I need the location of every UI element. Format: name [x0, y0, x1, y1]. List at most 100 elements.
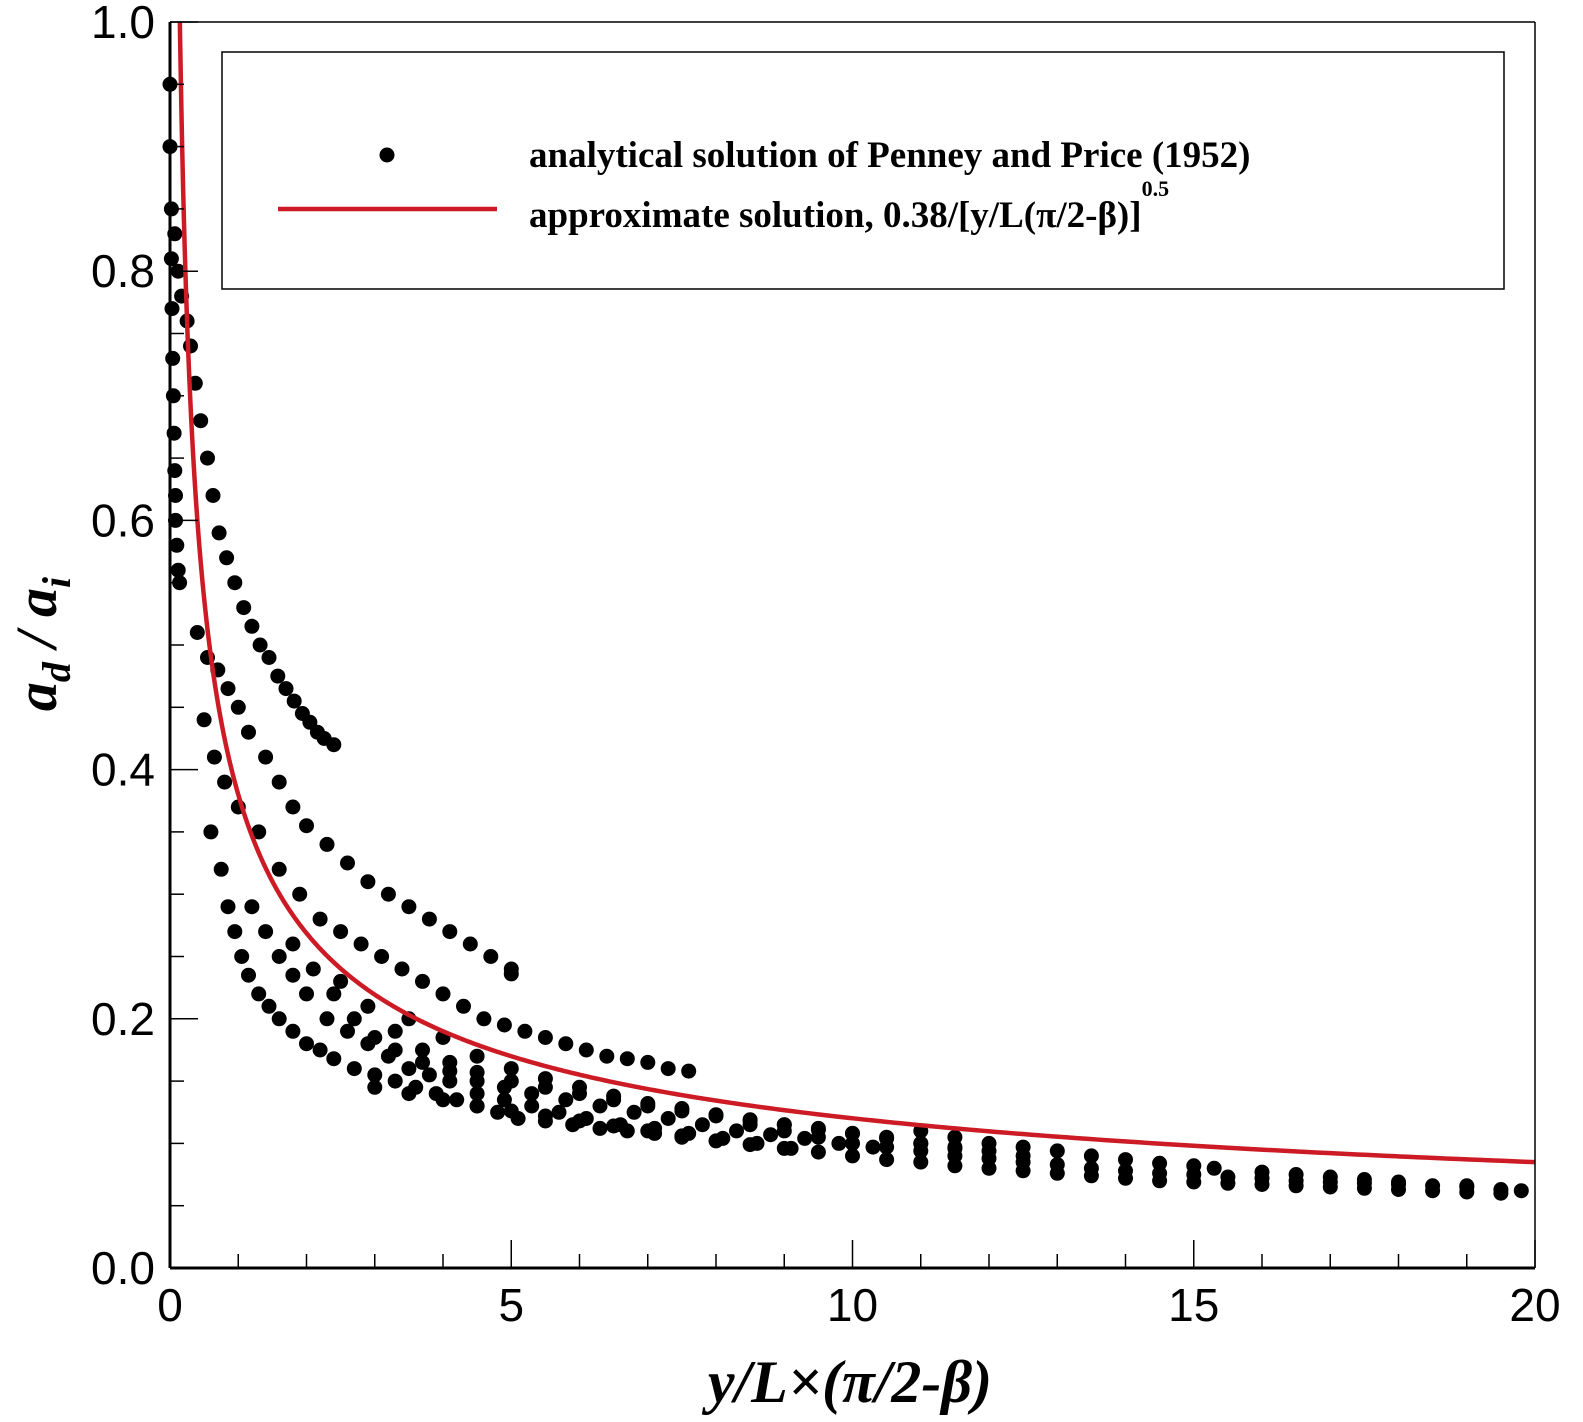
data-point — [708, 1107, 724, 1123]
data-point — [640, 1123, 656, 1139]
data-point — [251, 824, 267, 840]
data-point — [200, 450, 215, 466]
data-point — [606, 1118, 622, 1134]
legend: analytical solution of Penney and Price … — [221, 51, 1505, 290]
data-point — [421, 911, 437, 927]
data-point — [1459, 1178, 1475, 1194]
data-point — [496, 1092, 512, 1108]
data-point — [1049, 1157, 1065, 1173]
y-axis-title-sub2: i — [34, 577, 79, 588]
data-point — [640, 1054, 656, 1070]
data-point — [599, 1048, 615, 1064]
data-point — [367, 1067, 383, 1083]
data-point — [626, 1104, 642, 1120]
data-point — [278, 681, 294, 697]
data-point — [572, 1113, 587, 1129]
x-tick-label: 5 — [498, 1279, 524, 1331]
data-point — [592, 1098, 608, 1114]
y-axis-title-a1: a — [4, 682, 69, 711]
data-point — [299, 986, 314, 1002]
data-point — [401, 1086, 417, 1102]
data-point — [189, 625, 205, 640]
data-point — [333, 924, 349, 940]
data-point — [674, 1101, 690, 1116]
data-point — [449, 1092, 465, 1108]
data-point — [367, 1079, 383, 1095]
data-point — [227, 924, 243, 940]
data-point — [205, 488, 221, 503]
data-point — [353, 936, 369, 952]
data-point — [421, 1067, 437, 1083]
x-axis-title: y/L×(π/2-β) — [702, 1349, 992, 1415]
data-point — [271, 949, 287, 964]
data-point — [312, 911, 328, 927]
data-point — [810, 1144, 826, 1160]
data-point — [674, 1128, 690, 1144]
data-point — [168, 488, 183, 503]
data-point — [640, 1096, 656, 1111]
data-point — [220, 681, 236, 697]
data-point — [1118, 1163, 1133, 1179]
x-tick-label: 20 — [1509, 1279, 1560, 1331]
data-point — [285, 1023, 301, 1039]
data-point — [606, 1088, 622, 1104]
data-point — [333, 973, 349, 989]
data-point — [326, 737, 342, 753]
data-point — [271, 861, 287, 877]
data-point — [305, 961, 321, 977]
data-point — [947, 1148, 963, 1164]
data-point — [285, 936, 301, 952]
data-point — [490, 1104, 506, 1120]
data-point — [252, 637, 268, 653]
y-tick-label: 0.0 — [91, 1242, 155, 1294]
y-axis-title-slash: / — [4, 617, 69, 662]
data-point — [469, 1098, 485, 1114]
data-point — [319, 1011, 335, 1027]
data-point — [831, 1135, 847, 1151]
data-point — [865, 1139, 881, 1155]
data-point — [271, 1011, 287, 1027]
approximate-curve-line — [177, 22, 1535, 1165]
data-point — [742, 1117, 758, 1133]
approximate-curve — [177, 22, 1535, 1165]
data-point — [810, 1129, 826, 1145]
data-point — [517, 1023, 533, 1039]
data-point — [258, 749, 274, 765]
data-point — [234, 949, 250, 964]
data-point — [1186, 1158, 1202, 1174]
data-point — [401, 1061, 417, 1077]
data-point — [1288, 1167, 1304, 1182]
data-point — [285, 799, 301, 815]
data-points — [162, 76, 1529, 1201]
data-point — [360, 874, 376, 890]
data-point — [1083, 1148, 1099, 1164]
data-point — [913, 1154, 929, 1170]
data-point — [524, 1098, 540, 1114]
data-point — [261, 998, 277, 1014]
data-point — [169, 537, 185, 553]
data-point — [1083, 1160, 1099, 1176]
data-point — [415, 1054, 430, 1070]
data-point — [340, 855, 355, 871]
data-point — [367, 1030, 383, 1045]
data-point — [1493, 1182, 1509, 1197]
data-point — [203, 824, 219, 840]
data-point — [592, 1120, 608, 1136]
data-point — [394, 961, 410, 977]
data-point — [346, 1011, 362, 1027]
data-point — [462, 936, 478, 952]
y-tick-label: 0.4 — [91, 744, 155, 796]
data-point — [1322, 1169, 1338, 1185]
data-point — [681, 1063, 697, 1079]
data-point — [776, 1140, 792, 1156]
data-point — [496, 1017, 512, 1033]
svg-text:ad / ai: ad / ai — [4, 577, 79, 711]
data-point — [292, 886, 308, 902]
x-tick-label: 15 — [1168, 1279, 1219, 1331]
data-point — [285, 967, 301, 983]
data-point — [524, 1086, 540, 1102]
data-point — [236, 600, 252, 616]
data-point — [1206, 1160, 1222, 1176]
data-point — [380, 886, 396, 902]
data-point — [503, 1073, 519, 1089]
